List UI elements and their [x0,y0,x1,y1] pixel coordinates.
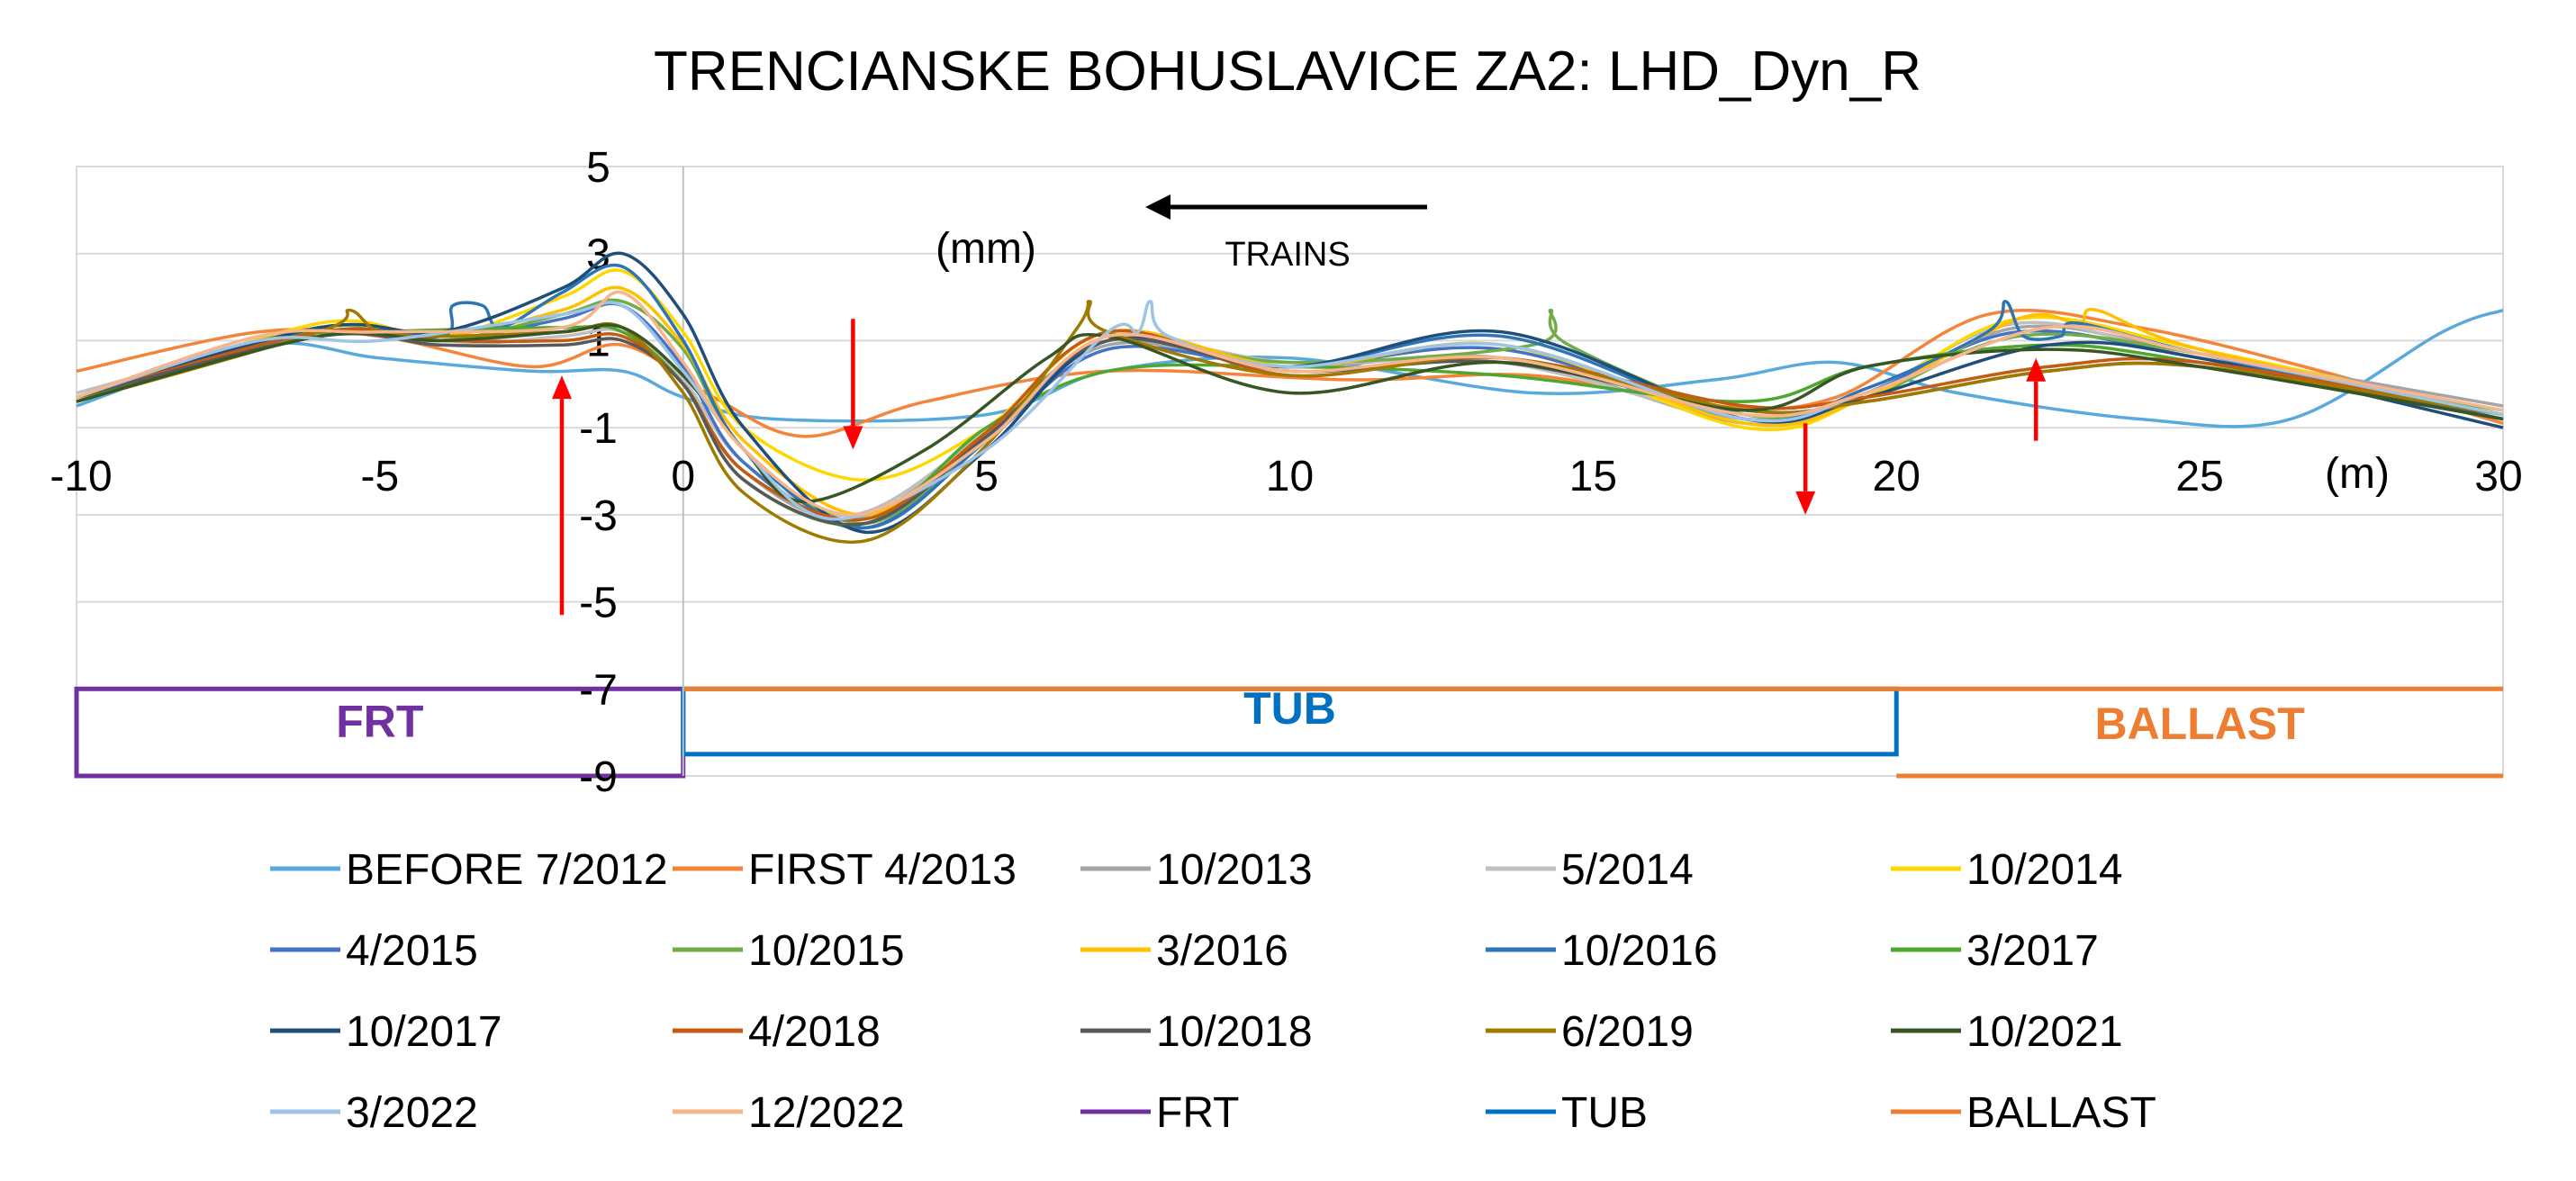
legend-label: 12/2022 [748,1089,905,1137]
x-tick-label: 0 [671,453,695,500]
series-line-10-2017 [76,251,2504,534]
legend-label: FIRST 4/2013 [748,846,1017,894]
x-tick-label: -5 [361,453,400,500]
legend-label: 10/2014 [1966,846,2123,894]
legend-label: BALLAST [1966,1089,2156,1137]
y-tick-label: -1 [579,405,618,453]
series-line-4-2018 [76,327,2504,522]
legend-label: 10/2018 [1156,1008,1313,1056]
x-tick-label: 5 [974,453,999,500]
y-axis-label: (mm) [935,225,1036,273]
x-tick-label: 10 [1266,453,1314,500]
y-tick-label: -3 [579,492,618,540]
legend-label: BEFORE 7/2012 [346,846,668,894]
trains-annotation: TRAINS [1145,194,1427,274]
y-tick-label: -9 [579,753,618,801]
series-layer [76,251,2504,544]
x-tick-label: 30 [2474,453,2522,500]
legend-label: 3/2017 [1966,927,2099,975]
trains-label: TRAINS [1225,236,1350,274]
legend-label: 10/2013 [1156,846,1313,894]
series-line-3-2017 [76,324,2504,527]
y-tick-label: 5 [586,144,610,192]
x-tick-label: 15 [1569,453,1617,500]
y-tick-label: -7 [579,666,618,714]
chart-title: TRENCIANSKE BOHUSLAVICE ZA2: LHD_Dyn_R [654,41,1921,103]
legend-label: TUB [1561,1089,1648,1137]
x-tick-label: 20 [1873,453,1921,500]
zone-label-frt: FRT [336,696,423,746]
red-arrow-head [552,375,572,400]
zone-label-ballast: BALLAST [2094,699,2304,749]
legend-label: 3/2022 [346,1089,478,1137]
red-arrow-head [2026,357,2047,382]
red-arrow-head [843,426,863,450]
legend-label: 10/2015 [748,927,905,975]
legend-label: 3/2016 [1156,927,1288,975]
legend-label: 4/2018 [748,1008,881,1056]
series-line-12-2022 [76,290,2504,517]
legend-label: FRT [1156,1089,1239,1137]
zone-layer: FRT TUB BALLAST [74,683,2503,779]
legend-label: 6/2019 [1561,1008,1694,1056]
x-tick-label: -10 [50,453,112,500]
red-arrow-head [1795,491,1816,515]
plot-border [76,166,2504,777]
trains-arrow-head [1145,194,1170,220]
x-axis-label: (m) [2325,450,2390,498]
series-line-10-2021 [76,323,2504,504]
marker-layer [552,319,2047,616]
legend-label: 4/2015 [346,927,478,975]
legend-label: 5/2014 [1561,846,1694,894]
zone-label-tub: TUB [1243,683,1336,734]
y-tick-label: -5 [579,580,618,627]
x-tick-label: 25 [2175,453,2223,500]
legend-label: 10/2021 [1966,1008,2123,1056]
legend-label: 10/2017 [346,1008,502,1056]
legend-label: 10/2016 [1561,927,1718,975]
legend: BEFORE 7/2012 FIRST 4/2013 10/2013 5/2014 10… [270,846,2156,1137]
